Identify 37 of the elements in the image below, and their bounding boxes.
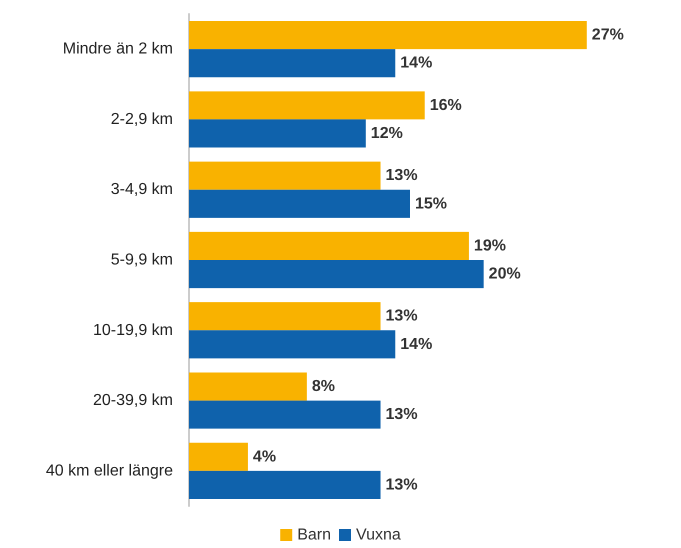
bar [189, 190, 410, 218]
y-tick-label: Mindre än 2 km [62, 40, 173, 58]
bar [189, 49, 396, 78]
bar [189, 372, 307, 401]
y-tick-label: 40 km eller längre [46, 462, 174, 480]
y-tick-label: 20-39,9 km [92, 392, 173, 410]
bar [189, 442, 248, 471]
bar [189, 260, 484, 288]
bar [189, 162, 381, 190]
data-label: 8% [312, 378, 335, 396]
data-label: 19% [474, 237, 506, 254]
bar [189, 21, 587, 50]
bar [189, 232, 469, 260]
bar [189, 330, 396, 358]
bar [189, 302, 381, 330]
y-tick-label: 5-9,9 km [110, 252, 173, 268]
data-label: 27% [592, 26, 624, 44]
bar [189, 119, 366, 148]
data-label: 13% [386, 406, 418, 424]
bar [189, 400, 381, 429]
bar [189, 470, 381, 499]
data-label: 14% [400, 54, 432, 72]
bar [189, 91, 425, 120]
legend-label: Vuxna [356, 526, 401, 544]
legend-label: Barn [297, 526, 332, 544]
y-tick-label: 10-19,9 km [92, 322, 173, 339]
data-label: 12% [370, 124, 403, 142]
data-label: 13% [386, 167, 418, 184]
y-tick-label: 2-2,9 km [110, 110, 173, 128]
data-label: 13% [386, 476, 418, 494]
y-tick-label: 3-4,9 km [110, 181, 173, 198]
data-label: 20% [488, 266, 521, 283]
data-label: 14% [400, 336, 432, 353]
data-label: 4% [252, 448, 276, 466]
data-label: 13% [386, 308, 418, 325]
data-label: 15% [415, 195, 448, 212]
data-label: 16% [430, 96, 462, 114]
